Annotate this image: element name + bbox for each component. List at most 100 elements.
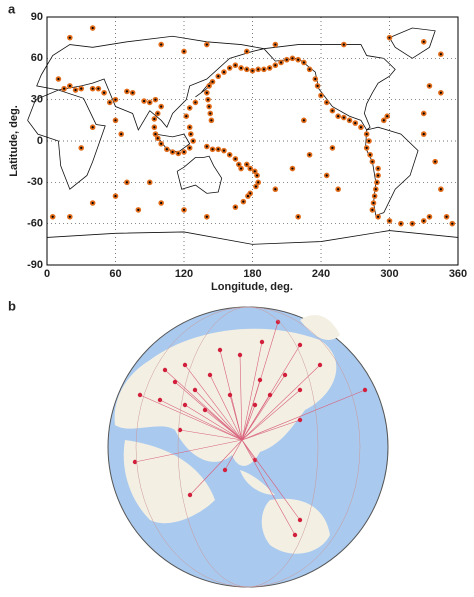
- quake-core: [205, 145, 208, 148]
- quake-core: [120, 133, 123, 136]
- ray: [224, 439, 243, 471]
- ray: [239, 354, 243, 441]
- quake: [135, 207, 142, 213]
- quake: [358, 124, 364, 131]
- quake-core: [80, 87, 83, 90]
- quake: [221, 147, 227, 154]
- quake: [318, 92, 324, 99]
- quake-core: [388, 219, 391, 223]
- station: [162, 367, 168, 373]
- quake: [301, 117, 307, 124]
- quake: [266, 65, 273, 71]
- quake: [375, 213, 381, 220]
- quake-core: [367, 139, 371, 143]
- quake: [370, 200, 377, 206]
- station: [182, 362, 188, 368]
- quake: [367, 151, 373, 158]
- quake-core: [63, 87, 66, 90]
- quake: [106, 99, 113, 106]
- quake: [323, 172, 330, 179]
- quake: [206, 83, 212, 89]
- quake: [386, 34, 393, 41]
- quake-core: [205, 91, 208, 94]
- quake: [323, 99, 330, 106]
- quake-core: [74, 88, 77, 92]
- quake-core: [316, 84, 319, 87]
- quake-core: [234, 64, 237, 67]
- quake-core: [91, 201, 94, 205]
- quake: [124, 88, 130, 95]
- quake: [192, 99, 199, 106]
- quake-core: [217, 148, 220, 151]
- y-tick-label: -30: [27, 176, 43, 188]
- y-tick-label: 0: [37, 135, 43, 147]
- quake-core: [371, 208, 374, 211]
- quake: [329, 145, 336, 151]
- quake-core: [242, 200, 245, 203]
- quake: [181, 48, 187, 55]
- quake-core: [188, 126, 191, 129]
- quake: [78, 145, 85, 151]
- quake-core: [209, 112, 212, 115]
- quake-core: [206, 98, 210, 101]
- quake-core: [255, 174, 259, 177]
- quake: [221, 69, 227, 75]
- quake: [375, 172, 381, 179]
- quake-core: [325, 174, 328, 177]
- quake-core: [331, 146, 334, 149]
- quake-core: [192, 139, 195, 143]
- panel-label: b: [8, 298, 16, 313]
- quake-core: [375, 181, 379, 184]
- quake: [255, 66, 262, 73]
- quake-core: [374, 188, 377, 191]
- ray: [209, 374, 243, 441]
- quake-core: [376, 174, 380, 177]
- quake: [164, 146, 170, 153]
- station: [257, 377, 263, 383]
- ray: [241, 439, 296, 536]
- quake-core: [302, 119, 305, 122]
- station: [362, 387, 368, 393]
- quake-core: [428, 215, 431, 218]
- quake-core: [142, 99, 146, 103]
- quake-core: [125, 181, 129, 184]
- quake-core: [188, 146, 191, 149]
- quake: [205, 96, 211, 103]
- quake-core: [342, 43, 345, 46]
- station: [252, 402, 258, 408]
- quake: [329, 107, 336, 114]
- quake: [112, 117, 119, 124]
- plot-frame: [46, 16, 459, 266]
- quake-core: [210, 119, 213, 122]
- ray: [241, 404, 256, 441]
- x-tick-label: 240: [312, 268, 330, 280]
- quake: [101, 89, 107, 96]
- quake-core: [125, 90, 129, 93]
- ray: [134, 439, 243, 463]
- quake: [272, 62, 279, 69]
- quake: [363, 131, 370, 137]
- station: [192, 387, 198, 393]
- x-tick-label: 60: [109, 268, 121, 280]
- quake-core: [279, 61, 283, 64]
- quake: [158, 140, 164, 147]
- quake-core: [189, 133, 192, 136]
- quake-core: [354, 121, 357, 125]
- quake: [204, 213, 210, 220]
- quake-core: [359, 126, 363, 129]
- quake-core: [205, 43, 208, 46]
- quake: [352, 120, 359, 126]
- quake: [438, 186, 444, 193]
- quake-core: [160, 142, 163, 145]
- quake-core: [68, 84, 71, 87]
- quake: [420, 131, 427, 137]
- quake: [186, 105, 193, 111]
- ray: [241, 389, 301, 441]
- quake: [118, 131, 125, 137]
- station: [187, 492, 193, 498]
- quake: [245, 193, 251, 199]
- quake: [373, 186, 379, 193]
- quake-core: [156, 137, 159, 140]
- coastline: [176, 155, 223, 194]
- ray: [241, 439, 301, 521]
